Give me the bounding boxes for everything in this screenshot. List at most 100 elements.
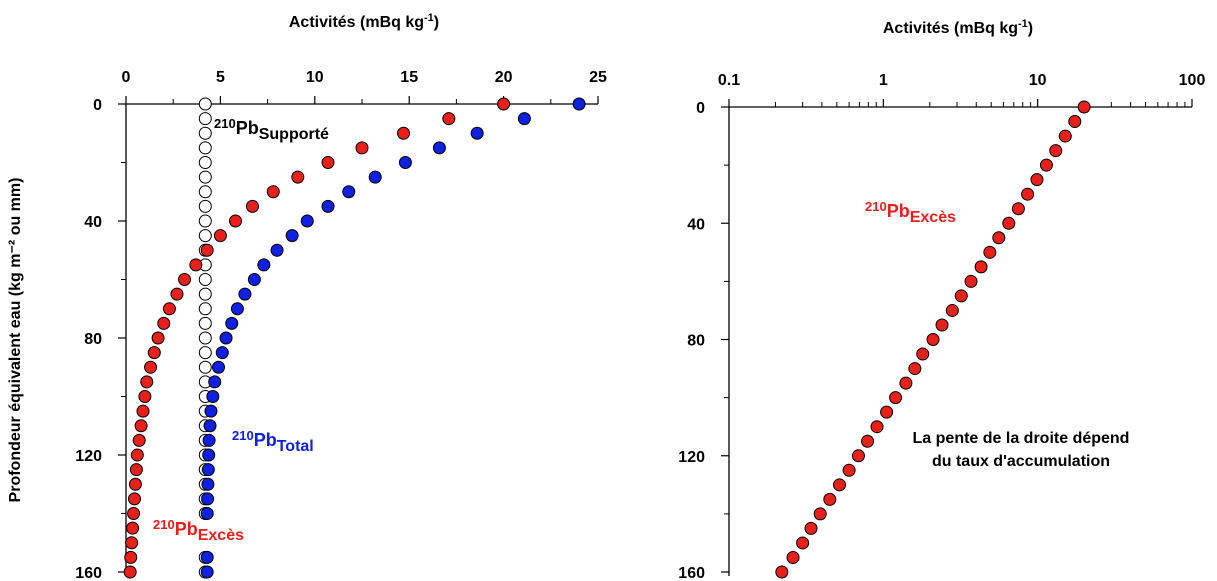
- x-tick-label: 100: [1179, 72, 1206, 89]
- total-point: [203, 419, 217, 433]
- exces-log-point: [935, 318, 949, 332]
- exces-point: [151, 331, 165, 345]
- total-point: [225, 316, 239, 330]
- total-point: [247, 273, 261, 286]
- y-tick-label: 120: [678, 449, 705, 466]
- series-label-supporte: 210PbSupporté: [214, 116, 329, 143]
- x-tick-label: 0.1: [718, 72, 740, 89]
- exces-point: [355, 141, 369, 155]
- exces-log-point: [945, 303, 959, 317]
- total-point: [200, 507, 214, 520]
- exces-log-point: [880, 405, 894, 419]
- y-tick-label: 0: [696, 100, 705, 117]
- exces-log-point: [1021, 187, 1035, 201]
- exces-log-point: [1030, 173, 1044, 187]
- x-tick-label: 1: [879, 72, 888, 89]
- series-label-exces-right: 210PbExcès: [865, 199, 956, 226]
- exces-log-point: [1058, 129, 1072, 143]
- chart-linear: Activités (mBq kg-1) 0 5 10 15 20 25 0 40 80 120 1…: [75, 12, 607, 581]
- y-tick-label: 120: [75, 448, 102, 465]
- total-point: [200, 550, 214, 564]
- total-point: [342, 185, 356, 199]
- exces-point: [442, 112, 456, 126]
- exces-point: [291, 170, 305, 184]
- exces-log-point: [804, 521, 818, 535]
- y-tick-label: 80: [84, 331, 102, 348]
- exces-point: [245, 199, 259, 213]
- exces-log-point: [813, 507, 827, 521]
- y-tick-label: 40: [687, 216, 705, 233]
- x-tick-label: 20: [495, 69, 513, 86]
- supporte-point: [198, 287, 212, 301]
- exces-point: [138, 390, 152, 403]
- supporte-point: [198, 316, 212, 330]
- total-point: [201, 463, 215, 477]
- x-axis-title-left: Activités (mBq kg-1): [289, 12, 439, 31]
- exces-point: [144, 360, 158, 374]
- exces-log-point: [899, 376, 913, 390]
- exces-point: [127, 492, 141, 506]
- exces-log-point: [908, 362, 922, 376]
- supporte-point: [198, 214, 212, 228]
- y-tick-label: 160: [678, 565, 705, 581]
- supporte-point: [198, 199, 212, 213]
- supporte-point: [198, 185, 212, 199]
- total-point: [200, 565, 214, 579]
- exces-point: [497, 97, 511, 111]
- y-axis-title: Profondeur équivalent eau (kg m⁻² ou mm): [7, 178, 24, 503]
- total-point: [208, 375, 222, 389]
- x-tick-label: 0: [122, 69, 131, 86]
- exces-point: [213, 229, 227, 243]
- exces-point: [126, 521, 140, 535]
- total-point: [238, 287, 252, 301]
- exces-point: [123, 565, 137, 579]
- y-tick-label: 40: [84, 214, 102, 231]
- exces-point: [397, 126, 411, 140]
- exces-point: [189, 258, 203, 272]
- total-point: [201, 492, 215, 506]
- exces-point: [125, 536, 139, 550]
- exces-log-point: [870, 420, 884, 434]
- chart-log: Activités (mBq kg-1) 0.1 1 10 100 0 40 80 120 16…: [678, 18, 1205, 581]
- exces-log-point: [916, 347, 930, 361]
- exces-point: [170, 287, 184, 301]
- total-point: [432, 141, 446, 155]
- annotation-line-1: La pente de la droite dépend: [913, 430, 1130, 447]
- total-point: [300, 214, 314, 228]
- exces-log-point: [1039, 158, 1053, 172]
- total-point: [219, 331, 233, 345]
- supporte-point: [198, 156, 212, 169]
- supporte-point: [198, 141, 212, 155]
- total-point: [285, 229, 299, 243]
- exces-log-point: [926, 333, 940, 346]
- total-point: [572, 97, 586, 111]
- y-tick-label: 0: [93, 97, 102, 114]
- supporte-point: [198, 346, 212, 360]
- supporte-point: [198, 170, 212, 184]
- exces-log-point: [1068, 115, 1082, 129]
- series-label-total: 210PbTotal: [232, 428, 314, 455]
- exces-log-point: [974, 260, 988, 274]
- series-label-exces-left: 210PbExcès: [153, 517, 244, 544]
- total-point: [368, 170, 382, 184]
- x-tick-label: 10: [306, 69, 324, 86]
- exces-log-point: [964, 274, 978, 288]
- x-tick-label: 10: [1029, 72, 1047, 89]
- x-axis-title-right: Activités (mBq kg-1): [883, 18, 1033, 37]
- exces-point: [147, 346, 161, 360]
- supporte-point: [198, 331, 212, 345]
- exces-point: [129, 463, 143, 477]
- points-right: [775, 100, 1091, 579]
- supporte-point: [198, 126, 212, 140]
- total-point: [230, 302, 244, 316]
- annotation-line-2: du taux d'accumulation: [932, 453, 1110, 470]
- total-point: [257, 258, 271, 272]
- total-point: [212, 360, 226, 374]
- exces-point: [132, 433, 146, 447]
- exces-log-point: [823, 492, 837, 506]
- total-point: [201, 477, 215, 491]
- exces-point: [134, 419, 148, 433]
- exces-log-point: [851, 449, 865, 463]
- supporte-point: [198, 112, 212, 126]
